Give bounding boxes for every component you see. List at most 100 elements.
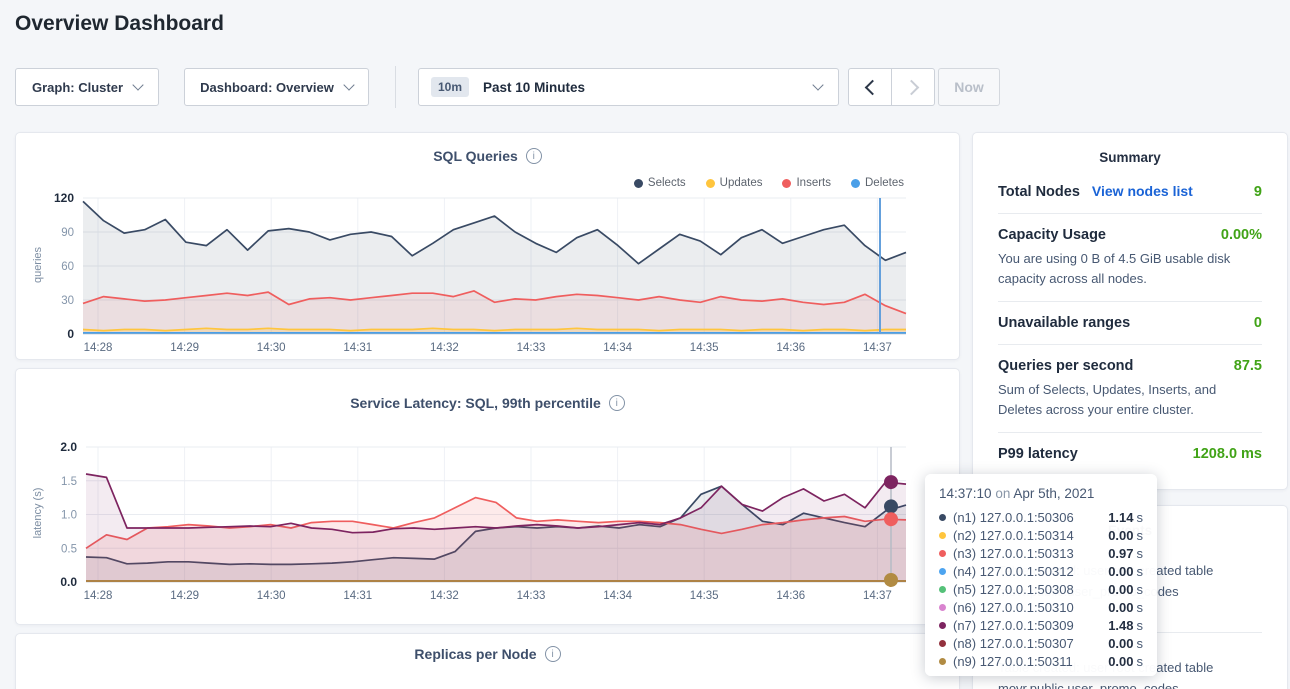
svg-text:14:29: 14:29 [170, 590, 199, 602]
summary-row-head: P99 latency 1208.0 ms [998, 446, 1262, 462]
tooltip-node-label: (n4) 127.0.0.1:50312 [953, 563, 1074, 579]
svg-text:14:34: 14:34 [603, 342, 632, 354]
dashboard-dropdown[interactable]: Dashboard: Overview [184, 68, 369, 106]
tooltip-node-value: 0.00 [1108, 581, 1134, 597]
chevron-down-icon [812, 79, 824, 91]
dashboard-dropdown-label: Dashboard: Overview [200, 79, 334, 95]
chart-title: Service Latency: SQL, 99th percentile [350, 395, 601, 411]
tooltip-date: Apr 5th, 2021 [1013, 486, 1095, 501]
node-color-dot-icon [939, 657, 946, 665]
replicas-per-node-chart-card: Replicas per Node [15, 633, 960, 689]
svg-text:14:31: 14:31 [343, 590, 372, 602]
tooltip-node-label: (n2) 127.0.0.1:50314 [953, 527, 1074, 543]
tooltip-node-row: (n9) 127.0.0.1:50311 0.00 s [939, 652, 1143, 670]
time-range-badge: 10m [431, 77, 470, 97]
summary-row-head: Total Nodes View nodes list 9 [998, 183, 1262, 200]
tooltip-node-row: (n1) 127.0.0.1:50306 1.14 s [939, 508, 1143, 526]
summary-row-head: Capacity Usage 0.00% [998, 227, 1262, 243]
graph-dropdown[interactable]: Graph: Cluster [15, 68, 159, 106]
svg-text:120: 120 [54, 191, 74, 205]
tooltip-node-unit: s [1136, 653, 1144, 669]
svg-text:14:32: 14:32 [430, 342, 459, 354]
time-next-button[interactable] [891, 68, 935, 106]
legend-dot-icon [851, 178, 860, 188]
tooltip-node-value: 0.00 [1108, 635, 1134, 651]
svg-text:14:28: 14:28 [84, 342, 113, 354]
summary-row-p99-latency: P99 latency 1208.0 ms [998, 433, 1262, 475]
node-color-dot-icon [939, 603, 946, 611]
tooltip-node-value: 0.00 [1108, 563, 1134, 579]
legend-item-inserts: Inserts [782, 177, 831, 189]
summary-title: Summary [1099, 150, 1161, 165]
info-icon[interactable] [525, 148, 542, 164]
svg-text:14:37: 14:37 [863, 590, 892, 602]
legend-label: Inserts [796, 177, 831, 189]
legend-label: Updates [719, 177, 763, 189]
svg-text:90: 90 [61, 227, 74, 239]
tooltip-node-row: (n6) 127.0.0.1:50310 0.00 s [939, 598, 1143, 616]
legend-dot-icon [705, 178, 715, 188]
tooltip-node-label: (n1) 127.0.0.1:50306 [953, 509, 1074, 525]
chevron-down-icon [132, 79, 144, 91]
info-icon[interactable] [608, 395, 625, 411]
svg-text:2.0: 2.0 [60, 440, 77, 454]
svg-text:14:30: 14:30 [257, 342, 286, 354]
summary-row-value: 9 [1253, 184, 1262, 200]
tooltip-node-row: (n5) 127.0.0.1:50308 0.00 s [939, 580, 1143, 598]
summary-row-label: Queries per second [998, 358, 1134, 374]
tooltip-node-value: 1.48 [1108, 617, 1134, 633]
node-color-dot-icon [939, 639, 946, 647]
svg-text:30: 30 [61, 295, 74, 307]
chart-title: SQL Queries [433, 148, 518, 164]
tooltip-node-unit: s [1136, 563, 1144, 579]
node-color-dot-icon [939, 585, 946, 593]
chart-legend: Selects Updates Inserts Deletes [633, 177, 904, 189]
tooltip-node-row: (n7) 127.0.0.1:50309 1.48 s [939, 616, 1143, 634]
tooltip-node-unit: s [1136, 635, 1144, 651]
toolbar-divider [395, 66, 396, 108]
node-color-dot-icon [939, 567, 946, 575]
node-color-dot-icon [939, 531, 946, 539]
page-title: Overview Dashboard [15, 12, 224, 35]
summary-row-head: Unavailable ranges 0 [998, 315, 1262, 331]
summary-panel: Summary Total Nodes View nodes list 9 Capac… [972, 132, 1288, 490]
chevron-down-icon [343, 79, 355, 91]
event-line: movr.public.user_promo_codes [998, 681, 1179, 689]
tooltip-time: 14:37:10 [939, 486, 992, 501]
svg-text:14:34: 14:34 [603, 590, 632, 602]
tooltip-node-unit: s [1136, 545, 1144, 561]
sql-queries-chart[interactable]: 14:28 14:29 14:30 14:31 14:32 14:33 14:34 14:35… [16, 133, 961, 361]
tooltip-node-value: 1.14 [1108, 509, 1134, 525]
chart-hover-tooltip: 14:37:10 on Apr 5th, 2021 (n1) 127.0.0.1… [925, 474, 1157, 676]
svg-text:14:35: 14:35 [690, 590, 719, 602]
svg-text:14:37: 14:37 [863, 342, 892, 354]
svg-text:14:36: 14:36 [776, 590, 805, 602]
node-color-dot-icon [939, 621, 946, 629]
tooltip-node-row: (n4) 127.0.0.1:50312 0.00 s [939, 562, 1143, 580]
svg-text:0.0: 0.0 [60, 575, 77, 589]
node-color-dot-icon [939, 549, 946, 557]
tooltip-node-label: (n9) 127.0.0.1:50311 [953, 653, 1073, 669]
service-latency-chart-card: Service Latency: SQL, 99th percentile la… [15, 368, 960, 625]
legend-label: Selects [647, 177, 686, 189]
summary-row-label: Capacity Usage [998, 227, 1106, 243]
chevron-right-icon [903, 79, 919, 95]
svg-text:14:36: 14:36 [776, 342, 805, 354]
info-icon[interactable] [544, 646, 561, 662]
tooltip-node-unit: s [1136, 527, 1144, 543]
view-nodes-list-link[interactable]: View nodes list [1091, 183, 1193, 199]
svg-text:0: 0 [67, 327, 74, 341]
svg-text:1.5: 1.5 [61, 476, 77, 488]
legend-dot-icon [633, 178, 643, 188]
time-range-label: Past 10 Minutes [483, 79, 586, 95]
time-prev-button[interactable] [848, 68, 892, 106]
summary-rows: Total Nodes View nodes list 9 Capacity Usag… [973, 165, 1287, 475]
svg-text:14:35: 14:35 [690, 342, 719, 354]
time-range-dropdown[interactable]: 10m Past 10 Minutes [418, 68, 839, 106]
svg-text:14:32: 14:32 [430, 590, 459, 602]
now-button[interactable]: Now [938, 68, 1000, 106]
service-latency-chart[interactable]: 14:28 14:29 14:30 14:31 14:32 14:33 14:34 14:35… [16, 369, 961, 626]
tooltip-node-value: 0.00 [1108, 653, 1134, 669]
svg-text:14:29: 14:29 [170, 342, 199, 354]
